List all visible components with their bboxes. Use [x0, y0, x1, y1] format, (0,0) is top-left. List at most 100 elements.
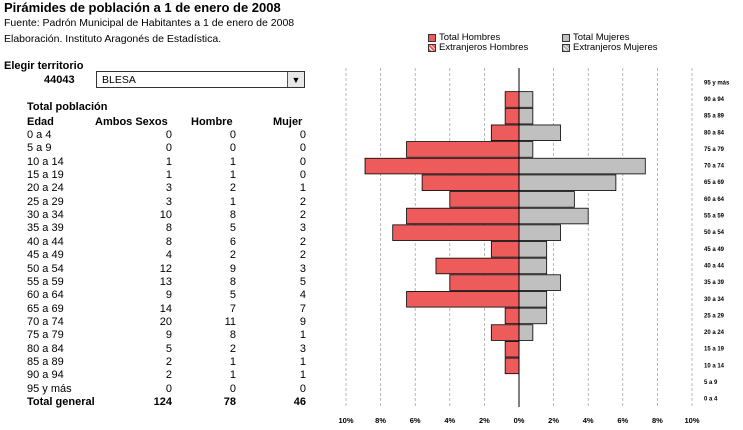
table-row: 40 a 44 8 6 2: [0, 236, 320, 249]
legend-right: Total Mujeres Extranjeros Mujeres: [562, 33, 657, 53]
table-cell-mujer: 1: [299, 369, 306, 382]
table-cell-mujer: 0: [299, 142, 306, 155]
table-cell-mujer: 1: [299, 182, 306, 195]
table-cell-edad: 50 a 54: [27, 262, 64, 275]
table-row: 70 a 74 20 11 9: [0, 316, 320, 329]
age-axis-label: 65 a 69: [704, 180, 725, 186]
elaboration-note: Elaboración. Instituto Aragonés de Estad…: [4, 33, 222, 45]
table-cell-hombre: 7: [229, 302, 236, 315]
table-cell-hombre: 2: [229, 249, 236, 262]
x-tick-label: 2%: [548, 416, 559, 425]
table-cell-hombre: 1: [229, 369, 236, 382]
table-cell-ambos: 0: [165, 382, 172, 395]
table-cell-hombre: 0: [229, 129, 236, 141]
x-tick-label: 6%: [617, 416, 628, 425]
male-bar: [504, 307, 520, 325]
female-bar: [518, 207, 589, 225]
territory-code: 44043: [44, 74, 75, 86]
age-axis-label: 35 a 39: [704, 280, 725, 286]
table-cell-ambos: 124: [153, 396, 172, 408]
table-cell-edad: 85 a 89: [27, 355, 64, 368]
col-header-mujer: Mujer: [273, 116, 303, 128]
table-cell-hombre: 0: [229, 382, 236, 395]
age-axis-label: 5 a 9: [704, 380, 718, 386]
table-cell-hombre: 78: [223, 396, 236, 408]
age-axis-label: 40 a 44: [704, 263, 725, 269]
age-axis-label: 75 a 79: [704, 147, 725, 153]
source-note: Fuente: Padrón Municipal de Habitantes a…: [4, 17, 295, 29]
table-cell-ambos: 10: [159, 209, 172, 222]
table-cell-mujer: 1: [299, 355, 306, 368]
table-cell-mujer: 0: [299, 129, 306, 141]
chevron-down-icon[interactable]: ▼: [287, 72, 304, 87]
territory-select[interactable]: BLESA ▼: [96, 71, 305, 88]
table-cell-edad: 45 a 49: [27, 249, 64, 262]
age-axis-label: 95 y más: [704, 80, 730, 86]
hatched-red-swatch-icon: [428, 44, 436, 52]
table-cell-mujer: 3: [299, 342, 306, 355]
female-bar: [518, 91, 534, 108]
table-cell-ambos: 1: [165, 155, 172, 168]
male-bar: [504, 340, 520, 358]
age-axis-label: 20 a 24: [704, 330, 725, 336]
female-bar: [518, 274, 561, 291]
female-bar: [518, 107, 534, 125]
table-cell-edad: Total general: [27, 396, 95, 408]
x-tick-label: 6%: [410, 416, 421, 425]
legend-item-total-mujeres: Total Mujeres: [562, 33, 657, 43]
table-row: 10 a 14 1 1 0: [0, 156, 320, 169]
table-cell-mujer: 2: [299, 235, 306, 248]
age-axis-label: 10 a 14: [704, 363, 725, 369]
table-row: 45 a 49 4 2 2: [0, 249, 320, 262]
table-cell-hombre: 2: [229, 182, 236, 195]
table-cell-hombre: 5: [229, 222, 236, 235]
page-title: Pirámides de población a 1 de enero de 2…: [4, 0, 281, 15]
table-cell-mujer: 0: [299, 169, 306, 182]
col-header-hombre: Hombre: [191, 116, 233, 128]
age-axis-label: 25 a 29: [704, 313, 725, 319]
table-total-row: Total general 124 78 46: [0, 396, 320, 409]
table-cell-mujer: 3: [299, 262, 306, 275]
table-row: 90 a 94 2 1 1: [0, 369, 320, 382]
male-bar: [406, 141, 520, 158]
table-cell-edad: 90 a 94: [27, 369, 64, 382]
table-cell-hombre: 1: [229, 169, 236, 182]
male-bar: [421, 174, 520, 191]
table-cell-hombre: 8: [229, 209, 236, 222]
table-cell-mujer: 0: [299, 155, 306, 168]
table-cell-hombre: 11: [224, 315, 236, 328]
age-axis-label: 60 a 64: [704, 197, 725, 203]
x-tick-label: 2%: [479, 416, 490, 425]
table-cell-edad: 65 a 69: [27, 302, 64, 315]
age-axis-label: 30 a 34: [704, 297, 725, 303]
table-row: 25 a 29 3 1 2: [0, 196, 320, 209]
col-header-ambos: Ambos Sexos: [95, 116, 168, 128]
x-tick-label: 8%: [375, 416, 386, 425]
female-bar: [518, 191, 575, 208]
age-axis-label: 85 a 89: [704, 114, 725, 120]
table-row: 35 a 39 8 5 3: [0, 222, 320, 235]
table-cell-edad: 60 a 64: [27, 289, 64, 302]
female-bar: [518, 324, 534, 341]
col-header-edad: Edad: [27, 116, 54, 128]
table-cell-hombre: 8: [229, 329, 236, 342]
table-cell-edad: 30 a 34: [27, 209, 64, 222]
legend-item-total-hombres: Total Hombres: [428, 33, 528, 43]
table-cell-mujer: 0: [299, 382, 306, 395]
table-cell-ambos: 3: [165, 195, 172, 208]
table-cell-mujer: 3: [299, 222, 306, 235]
table-cell-hombre: 2: [229, 342, 236, 355]
red-swatch-icon: [428, 34, 436, 42]
male-bar: [406, 291, 520, 308]
age-axis-label: 90 a 94: [704, 97, 725, 103]
table-cell-mujer: 2: [299, 209, 306, 222]
legend-item-extranjeros-hombres: Extranjeros Hombres: [428, 43, 528, 53]
table-cell-ambos: 2: [165, 369, 172, 382]
x-tick-label: 4%: [583, 416, 594, 425]
table-row: 65 a 69 14 7 7: [0, 303, 320, 316]
table-cell-mujer: 9: [299, 315, 306, 328]
table-cell-ambos: 8: [165, 222, 172, 235]
table-cell-edad: 10 a 14: [27, 155, 64, 168]
table-cell-edad: 5 a 9: [27, 142, 52, 155]
table-cell-ambos: 9: [165, 329, 172, 342]
